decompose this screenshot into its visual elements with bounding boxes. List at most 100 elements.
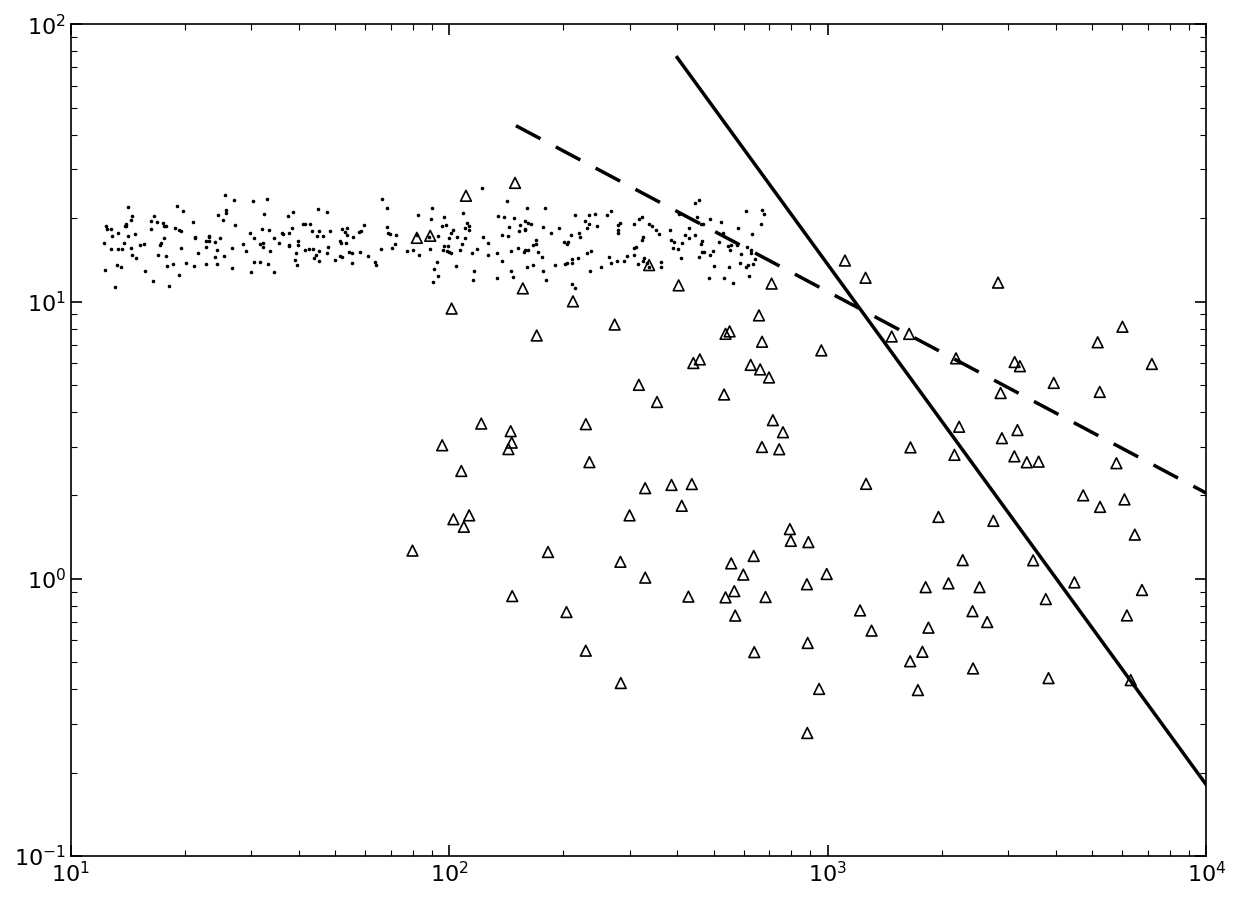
- Point: [433, 438, 453, 453]
- Point: [330, 248, 350, 263]
- Point: [215, 188, 234, 202]
- Point: [952, 553, 972, 567]
- Point: [309, 254, 329, 268]
- Point: [1090, 384, 1110, 399]
- Point: [408, 208, 428, 222]
- Point: [579, 208, 599, 222]
- Point: [285, 253, 305, 267]
- Point: [992, 431, 1012, 446]
- Point: [1090, 500, 1110, 514]
- Point: [200, 229, 219, 243]
- Point: [900, 654, 920, 669]
- Point: [198, 230, 218, 245]
- Point: [108, 242, 128, 256]
- Point: [661, 233, 681, 248]
- Point: [614, 254, 634, 268]
- Point: [754, 207, 774, 221]
- Point: [738, 257, 758, 272]
- Point: [123, 248, 143, 263]
- Point: [1017, 455, 1037, 470]
- Point: [725, 608, 745, 623]
- Point: [675, 228, 694, 242]
- Point: [293, 217, 312, 231]
- Point: [433, 243, 453, 257]
- Point: [439, 238, 459, 253]
- Point: [1004, 355, 1024, 369]
- Point: [575, 417, 595, 431]
- Point: [513, 245, 533, 259]
- Point: [351, 224, 371, 238]
- Point: [135, 264, 155, 278]
- Point: [254, 207, 274, 221]
- Point: [680, 230, 699, 245]
- Point: [769, 442, 789, 456]
- Point: [427, 255, 446, 269]
- Point: [518, 215, 538, 230]
- Point: [683, 356, 703, 370]
- Point: [159, 279, 179, 293]
- Point: [908, 683, 928, 698]
- Point: [516, 222, 536, 237]
- Point: [330, 234, 350, 248]
- Point: [286, 247, 306, 261]
- Point: [171, 223, 191, 238]
- Point: [458, 215, 477, 230]
- Point: [662, 478, 682, 492]
- Point: [200, 234, 219, 248]
- Point: [350, 245, 370, 259]
- Point: [709, 235, 729, 249]
- Point: [366, 258, 386, 273]
- Point: [301, 224, 321, 238]
- Point: [610, 216, 630, 230]
- Point: [308, 202, 327, 217]
- Point: [693, 216, 713, 230]
- Point: [487, 271, 507, 285]
- Point: [1011, 359, 1030, 374]
- Point: [582, 244, 601, 258]
- Point: [502, 436, 522, 450]
- Point: [441, 246, 461, 260]
- Point: [651, 255, 671, 269]
- Point: [511, 218, 531, 232]
- Point: [451, 464, 471, 478]
- Point: [463, 246, 482, 260]
- Point: [692, 217, 712, 231]
- Point: [743, 227, 763, 241]
- Point: [686, 228, 706, 242]
- Point: [649, 227, 668, 241]
- Point: [320, 224, 340, 238]
- Point: [184, 215, 203, 230]
- Point: [513, 281, 533, 295]
- Point: [188, 246, 208, 260]
- Point: [154, 216, 174, 230]
- Point: [308, 229, 327, 243]
- Point: [295, 217, 315, 231]
- Point: [692, 234, 712, 248]
- Point: [601, 256, 621, 270]
- Point: [739, 269, 759, 284]
- Point: [435, 218, 455, 232]
- Point: [598, 208, 618, 222]
- Point: [988, 275, 1008, 290]
- Point: [521, 217, 541, 231]
- Point: [919, 620, 939, 634]
- Point: [588, 220, 608, 234]
- Point: [253, 236, 273, 250]
- Point: [500, 220, 520, 234]
- Point: [682, 477, 702, 491]
- Point: [533, 264, 553, 278]
- Point: [611, 676, 631, 690]
- Point: [498, 442, 518, 456]
- Point: [122, 212, 141, 227]
- Point: [459, 508, 479, 523]
- Point: [670, 207, 689, 221]
- Point: [601, 204, 621, 219]
- Point: [97, 221, 117, 236]
- Point: [591, 259, 611, 274]
- Point: [253, 239, 273, 254]
- Point: [740, 247, 760, 261]
- Point: [742, 243, 761, 257]
- Point: [444, 512, 464, 526]
- Point: [703, 243, 723, 257]
- Point: [542, 226, 562, 240]
